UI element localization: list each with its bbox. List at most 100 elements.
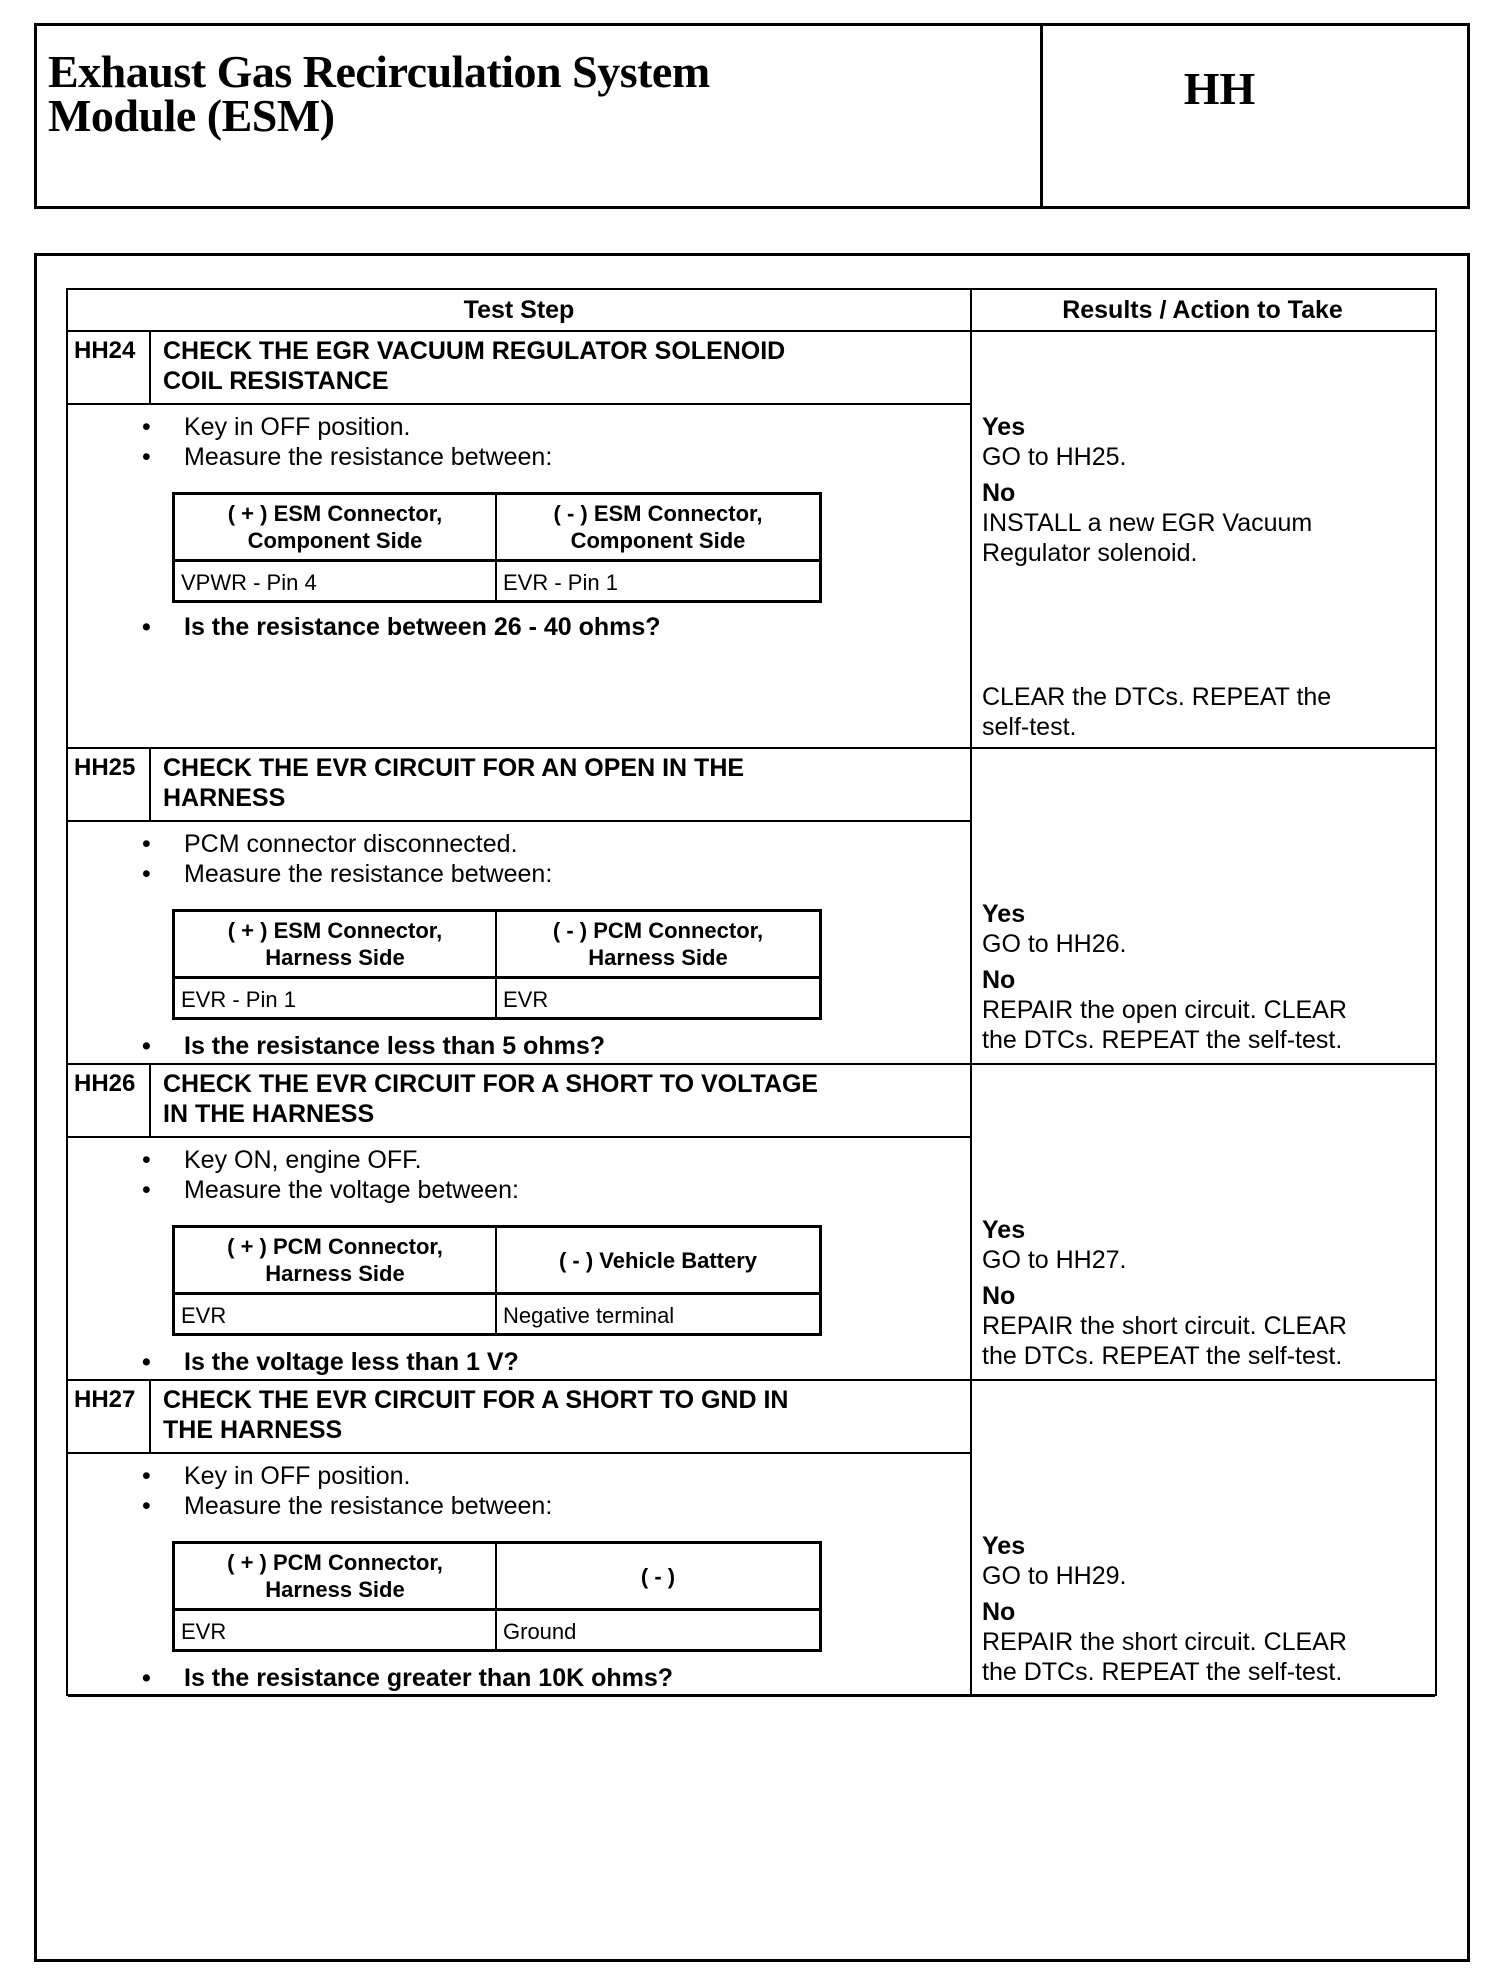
measurement-value-negative: Negative terminal <box>503 1303 675 1328</box>
measurement-header-negative: ( - ) <box>497 1544 819 1611</box>
header-line: ( + ) PCM Connector, <box>227 1234 443 1259</box>
result-no-action: the DTCs. REPEAT the self-test. <box>982 1342 1343 1370</box>
page-title: Exhaust Gas Recirculation System Module (… <box>48 46 710 141</box>
step-title-line: CHECK THE EVR CIRCUIT FOR A SHORT TO VOL… <box>163 1070 819 1098</box>
header-line: ( - ) <box>640 1563 676 1589</box>
bullet-text: Key ON, engine OFF. <box>184 1146 422 1174</box>
result-yes-label: Yes <box>982 900 1026 928</box>
result-no-action: the DTCs. REPEAT the self-test. <box>982 1658 1343 1686</box>
measurement-value-positive: EVR <box>181 1303 227 1328</box>
bullet-text: Measure the resistance between: <box>184 860 553 888</box>
measurement-value-negative: EVR <box>503 987 549 1012</box>
header-line: ( - ) ESM Connector, <box>553 501 763 526</box>
measurement-header-positive: ( + ) PCM Connector, Harness Side <box>175 1228 495 1295</box>
measurement-value-negative: EVR - Pin 1 <box>503 570 618 595</box>
section-code: HH <box>1183 63 1256 114</box>
title-line: Exhaust Gas Recirculation System <box>48 46 710 97</box>
test-step-row: HH24 CHECK THE EGR VACUUM REGULATOR SOLE… <box>68 332 1435 749</box>
test-step-row: HH27 CHECK THE EVR CIRCUIT FOR A SHORT T… <box>68 1381 1435 1697</box>
step-title: CHECK THE EVR CIRCUIT FOR A SHORT TO VOL… <box>151 1065 970 1138</box>
header-line: Harness Side <box>265 1577 405 1602</box>
measurement-table: ( + ) PCM Connector, Harness Side ( - ) V… <box>172 1225 822 1336</box>
diagnostic-table: Test Step Results / Action to Take HH24 … <box>66 288 1437 1697</box>
result-block: Yes GO to HH26. No REPAIR the open circu… <box>982 899 1422 1055</box>
question-text: Is the resistance greater than 10K ohms? <box>184 1664 674 1692</box>
result-no-label: No <box>982 966 1016 994</box>
step-id: HH25 <box>68 749 151 822</box>
measurement-header-negative: ( - ) PCM Connector, Harness Side <box>497 912 819 979</box>
step-title-line: CHECK THE EVR CIRCUIT FOR A SHORT TO GND… <box>163 1386 789 1414</box>
measurement-header-positive: ( + ) ESM Connector, Component Side <box>175 495 495 562</box>
measurement-table: ( + ) PCM Connector, Harness Side ( - ) E… <box>172 1541 822 1652</box>
header-line: ( + ) ESM Connector, <box>227 501 443 526</box>
bullet-text: Measure the resistance between: <box>184 443 553 471</box>
measurement-header-negative: ( - ) Vehicle Battery <box>497 1228 819 1295</box>
measurement-header-negative: ( - ) ESM Connector, Component Side <box>497 495 819 562</box>
test-step-row: HH25 CHECK THE EVR CIRCUIT FOR AN OPEN I… <box>68 749 1435 1065</box>
step-title-line: HARNESS <box>163 784 286 812</box>
result-no-label: No <box>982 1282 1016 1310</box>
measurement-value-positive: VPWR - Pin 4 <box>181 570 317 595</box>
extra-line: self-test. <box>982 713 1077 741</box>
result-no-action: Regulator solenoid. <box>982 539 1198 567</box>
result-no-action: the DTCs. REPEAT the self-test. <box>982 1026 1343 1054</box>
step-title-line: CHECK THE EVR CIRCUIT FOR AN OPEN IN THE <box>163 754 745 782</box>
measurement-value-positive: EVR - Pin 1 <box>181 987 296 1012</box>
result-yes-action: GO to HH26. <box>982 930 1127 958</box>
question-text: Is the resistance between 26 - 40 ohms? <box>184 613 661 641</box>
step-title-line: CHECK THE EGR VACUUM REGULATOR SOLENOID <box>163 337 786 365</box>
step-title: CHECK THE EVR CIRCUIT FOR A SHORT TO GND… <box>151 1381 970 1454</box>
step-id: HH27 <box>68 1381 151 1454</box>
result-no-label: No <box>982 1598 1016 1626</box>
result-yes-action: GO to HH25. <box>982 443 1127 471</box>
result-extra: CLEAR the DTCs. REPEAT the self-test. <box>982 682 1422 742</box>
result-block: Yes GO to HH27. No REPAIR the short circ… <box>982 1215 1422 1371</box>
result-block: Yes GO to HH29. No REPAIR the short circ… <box>982 1531 1422 1687</box>
step-title: CHECK THE EGR VACUUM REGULATOR SOLENOID C… <box>151 332 970 405</box>
test-step-row: HH26 CHECK THE EVR CIRCUIT FOR A SHORT T… <box>68 1065 1435 1381</box>
bullet-text: Measure the voltage between: <box>184 1176 519 1204</box>
header-line: Component Side <box>570 528 746 553</box>
content-frame <box>34 253 1470 1962</box>
header-line: ( - ) PCM Connector, <box>552 918 764 943</box>
measurement-header-positive: ( + ) PCM Connector, Harness Side <box>175 1544 495 1611</box>
bullet-text: PCM connector disconnected. <box>184 830 518 858</box>
result-no-action: REPAIR the short circuit. CLEAR <box>982 1312 1347 1340</box>
result-no-action: REPAIR the open circuit. CLEAR <box>982 996 1347 1024</box>
bullet-text: Key in OFF position. <box>184 1462 411 1490</box>
result-no-label: No <box>982 479 1016 507</box>
header-line: Harness Side <box>588 945 728 970</box>
question-text: Is the resistance less than 5 ohms? <box>184 1032 605 1060</box>
header-line: ( + ) ESM Connector, <box>227 918 443 943</box>
step-title-line: COIL RESISTANCE <box>163 367 389 395</box>
result-yes-label: Yes <box>982 1532 1026 1560</box>
measurement-header-positive: ( + ) ESM Connector, Harness Side <box>175 912 495 979</box>
header-line: ( - ) Vehicle Battery <box>558 1247 758 1273</box>
step-id: HH24 <box>68 332 151 405</box>
result-yes-action: GO to HH29. <box>982 1562 1127 1590</box>
header-line: Harness Side <box>265 945 405 970</box>
title-line: Module (ESM) <box>48 90 335 141</box>
measurement-table: ( + ) ESM Connector, Harness Side ( - ) P… <box>172 909 822 1020</box>
result-yes-label: Yes <box>982 1216 1026 1244</box>
column-header-results: Results / Action to Take <box>970 290 1435 332</box>
step-title: CHECK THE EVR CIRCUIT FOR AN OPEN IN THE… <box>151 749 970 822</box>
title-box <box>34 23 1470 209</box>
column-header-test-step: Test Step <box>68 290 970 332</box>
result-yes-action: GO to HH27. <box>982 1246 1127 1274</box>
measurement-value-positive: EVR <box>181 1619 227 1644</box>
result-yes-label: Yes <box>982 413 1026 441</box>
measurement-table: ( + ) ESM Connector, Component Side ( - )… <box>172 492 822 603</box>
question-text: Is the voltage less than 1 V? <box>184 1348 519 1376</box>
header-line: Harness Side <box>265 1261 405 1286</box>
step-id: HH26 <box>68 1065 151 1138</box>
header-line: ( + ) PCM Connector, <box>227 1550 443 1575</box>
extra-line: CLEAR the DTCs. REPEAT the <box>982 683 1332 711</box>
measurement-value-negative: Ground <box>503 1619 577 1644</box>
bullet-text: Measure the resistance between: <box>184 1492 553 1520</box>
step-title-line: THE HARNESS <box>163 1416 343 1444</box>
step-title-line: IN THE HARNESS <box>163 1100 375 1128</box>
result-no-action: INSTALL a new EGR Vacuum <box>982 509 1313 537</box>
result-no-action: REPAIR the short circuit. CLEAR <box>982 1628 1347 1656</box>
header-line: Component Side <box>247 528 423 553</box>
